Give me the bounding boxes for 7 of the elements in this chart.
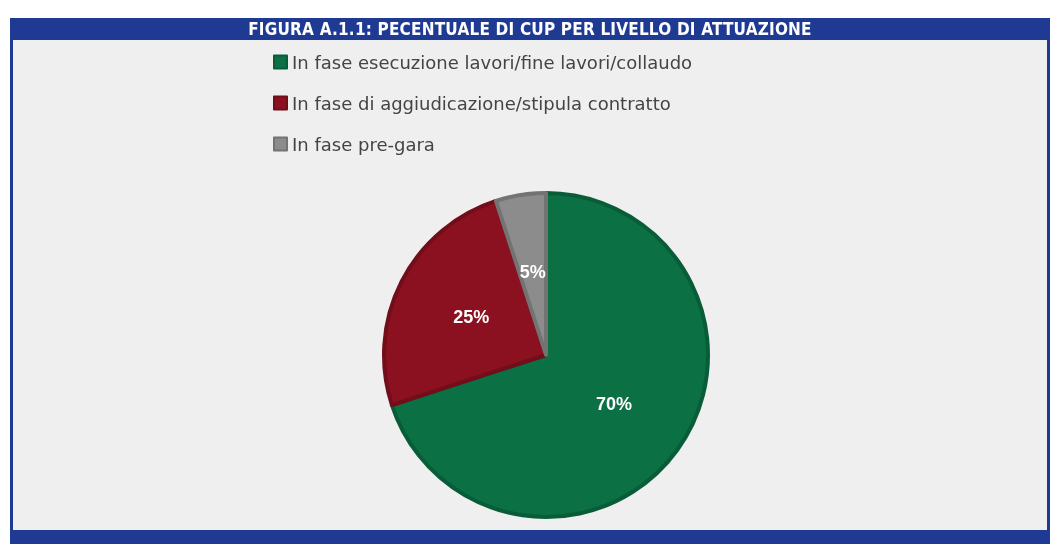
legend-label: In fase esecuzione lavori/fine lavori/collaudo	[292, 51, 693, 73]
data-label: 5%	[519, 262, 546, 283]
chart-title: FIGURA A.1.1: PECENTUALE DI CUP PER LIVELLO DI ATTUAZIONE	[13, 18, 1047, 40]
data-label: 25%	[453, 306, 490, 327]
legend-label: In fase pre-gara	[292, 133, 435, 155]
legend-label: In fase di aggiudicazione/stipula contratto	[292, 92, 671, 114]
data-label: 70%	[595, 394, 632, 415]
